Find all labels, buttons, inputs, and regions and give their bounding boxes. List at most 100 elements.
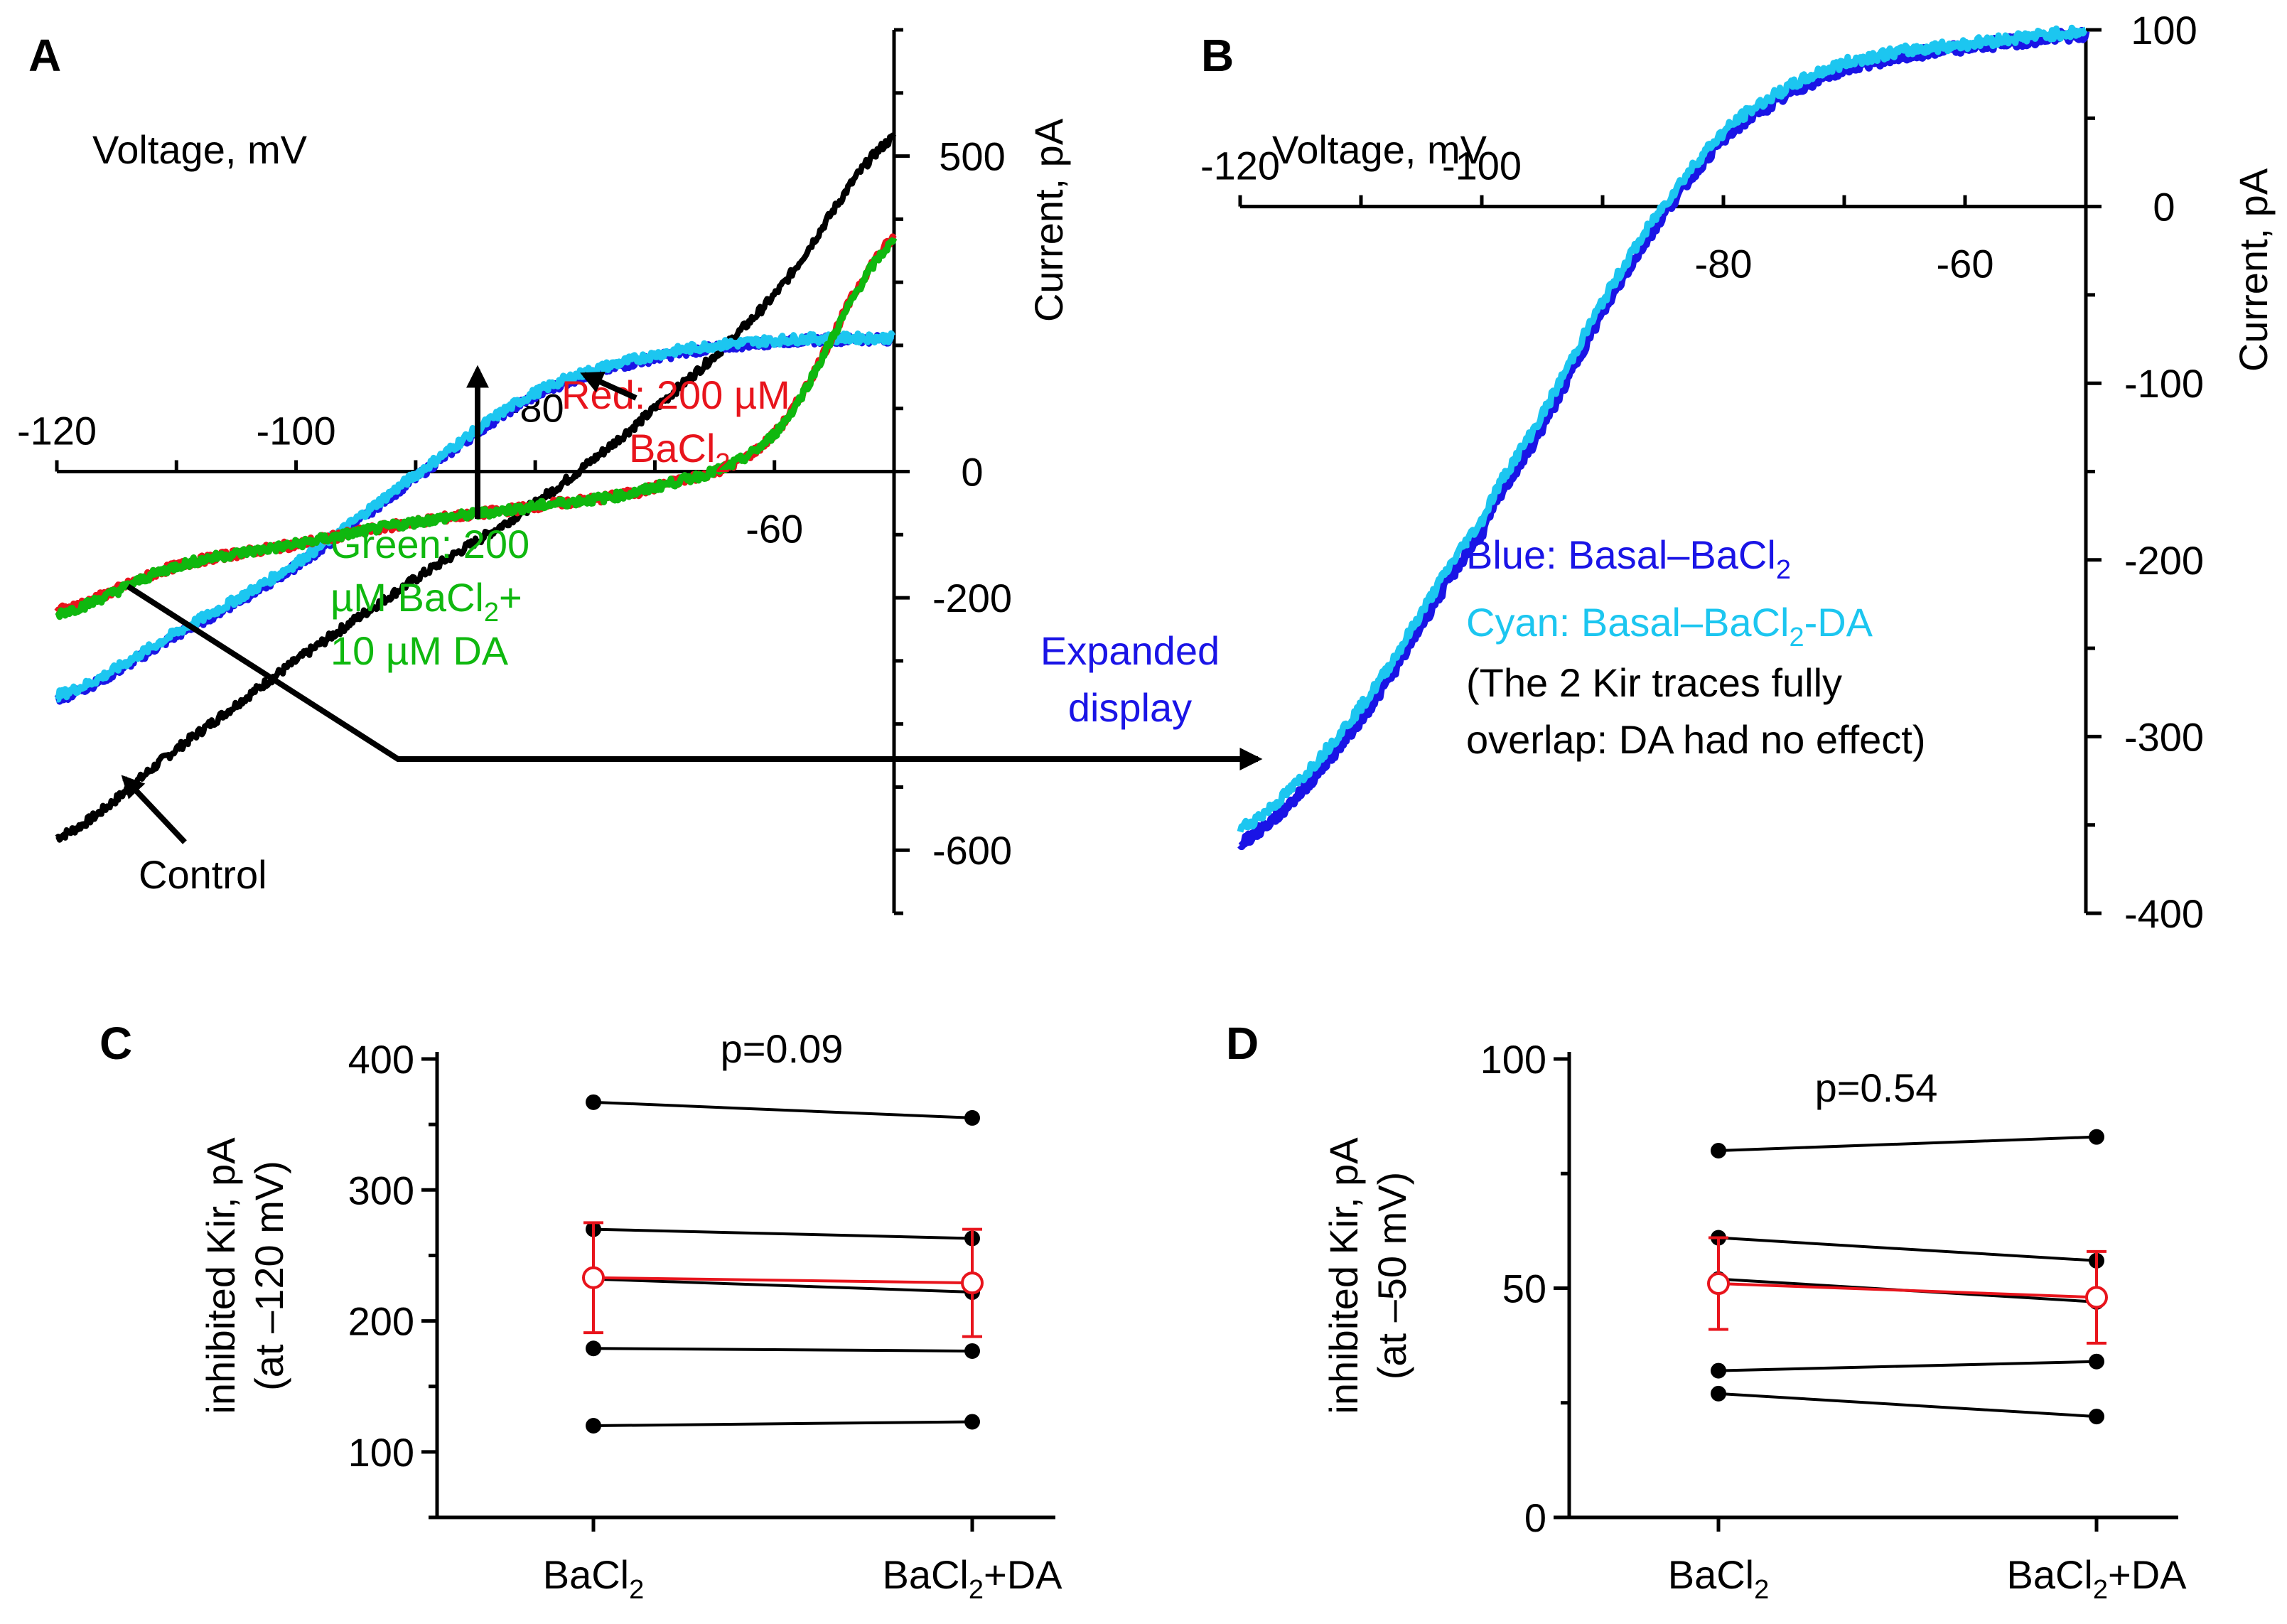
panel-a-xlabel: Voltage, mV <box>92 127 308 172</box>
red-annotation-line2: BaCl2 <box>629 426 731 478</box>
panel-d-data-point <box>2089 1353 2104 1370</box>
panel-a-y-tick-label: -600 <box>932 828 1012 873</box>
panel-c-x-tick-label: BaCl2 <box>543 1552 645 1605</box>
panel-a-ylabel: Current, pA <box>1026 118 1071 322</box>
legend-note-line1: (The 2 Kir traces fully <box>1466 660 1842 705</box>
panel-a-y-tick-label: 0 <box>961 450 983 495</box>
panel-d-y-tick-label: 50 <box>1502 1267 1546 1311</box>
panel-d-pair-line <box>1718 1392 2097 1419</box>
panel-c-y-tick-label: 200 <box>348 1299 414 1344</box>
panel-b-y-tick-label: -400 <box>2124 891 2204 936</box>
panel-d-y-tick-label: 100 <box>1480 1037 1546 1082</box>
panel-d-pair-line <box>1718 1360 2097 1372</box>
panel-c-pair-line <box>593 1277 973 1294</box>
legend-cyan-suffix: -DA <box>1804 600 1873 645</box>
panel-c-pair-line <box>593 1347 973 1353</box>
panel-b-label: B <box>1201 30 1234 81</box>
panel-c: C 100 200 300 400 BaCl2 BaCl2+DA inhibited Ki… <box>99 1018 1062 1605</box>
panel-a-x-tick-label: -60 <box>746 507 803 552</box>
panel-a-label: A <box>28 30 61 81</box>
control-annotation: Control <box>139 852 267 897</box>
panel-c-data-point <box>586 1418 601 1434</box>
panel-b-x-tick-label: -100 <box>1442 144 1522 188</box>
panel-b-ylabel: Current, pA <box>2231 168 2276 372</box>
legend-cyan-sub: 2 <box>1789 623 1804 652</box>
panel-d-pair-line <box>1718 1135 2097 1152</box>
red-annotation-bacl: BaCl <box>629 426 715 470</box>
panel-d-x-tick-label: BaCl2 <box>1668 1552 1770 1605</box>
panel-c-data-point <box>964 1343 980 1359</box>
panel-c-label: C <box>99 1018 132 1069</box>
panel-c-ylabel-line2: (at –120 mV) <box>247 1161 291 1391</box>
expanded-display-arrow <box>126 584 1263 770</box>
panel-b-y-tick-label: 100 <box>2131 8 2197 53</box>
panel-d-plot: 0 50 100 BaCl2 BaCl2+DA <box>1480 1037 2188 1605</box>
panel-c-mean-point <box>961 1271 984 1295</box>
panel-c-mean-line <box>593 1276 973 1285</box>
panel-c-pair-line <box>593 1227 973 1240</box>
red-arrow <box>580 371 637 401</box>
panel-d-data-point <box>1711 1362 1726 1379</box>
panel-d-pair-line <box>1718 1236 2097 1262</box>
panel-b-axes: -120 -100 -80 -60 100 0 -100 -200 -300 -400 <box>1200 8 2204 936</box>
panel-a-y-tick-label: 500 <box>939 134 1005 179</box>
panel-c-data-point <box>964 1109 980 1126</box>
panel-c-pair-line <box>593 1420 973 1427</box>
panel-b-y-tick-label: -300 <box>2124 714 2204 759</box>
expanded-annotation-line1: Expanded <box>1040 628 1220 673</box>
panel-c-mean-point <box>582 1266 605 1289</box>
panel-c-y-tick-label: 100 <box>348 1430 414 1475</box>
panel-b-x-tick-label: -120 <box>1200 144 1280 188</box>
panel-c-y-tick-label: 400 <box>348 1037 414 1082</box>
expanded-annotation-line2: display <box>1068 685 1192 730</box>
control-trace <box>55 132 897 843</box>
panel-a-x-tick-label: -100 <box>257 409 336 453</box>
panel-d-label: D <box>1226 1018 1259 1069</box>
panel-b-x-tick-label: -60 <box>1937 242 1994 286</box>
panel-d-mean-point <box>1707 1272 1730 1296</box>
green-annotation-sub: 2 <box>484 598 499 628</box>
panel-a-y-tick-label: -200 <box>932 576 1012 620</box>
panel-c-data-point <box>586 1340 601 1357</box>
panel-b-y-tick-label: -100 <box>2124 361 2204 406</box>
legend-blue: Blue: Basal–BaCl2 <box>1466 532 1791 585</box>
panel-c-x-tick-label: BaCl2+DA <box>882 1552 1062 1605</box>
panel-d-data-point <box>2089 1409 2104 1425</box>
panel-b-y-tick-label: -200 <box>2124 538 2204 583</box>
legend-note-line2: overlap: DA had no effect) <box>1466 717 1926 762</box>
control-arrow <box>121 775 187 844</box>
panel-b-traces <box>1237 24 2090 851</box>
panel-d-ylabel-line2: (at –50 mV) <box>1369 1172 1414 1380</box>
red-annotation-sub: 2 <box>715 448 730 478</box>
green-annotation-plus: + <box>499 575 522 620</box>
panel-d-data-point <box>1711 1385 1726 1402</box>
panel-b-y-tick-label: 0 <box>2153 185 2175 230</box>
panel-d-data-point <box>1711 1143 1726 1158</box>
panel-d-ylabel-line1: inhibited Kir, pA <box>1321 1137 1366 1414</box>
panel-c-ylabel-line1: inhibited Kir, pA <box>198 1137 243 1414</box>
panel-d-pvalue: p=0.54 <box>1815 1065 1938 1110</box>
panel-d-y-tick-label: 0 <box>1524 1495 1546 1540</box>
panel-c-data-point <box>586 1094 601 1110</box>
panel-d-mean-line <box>1718 1282 2097 1299</box>
panel-b-x-tick-label: -80 <box>1695 242 1753 286</box>
green-annotation-line2: µM BaCl2+ <box>330 575 522 628</box>
panel-c-pvalue: p=0.09 <box>721 1026 844 1071</box>
legend-cyan: Cyan: Basal–BaCl2-DA <box>1466 600 1873 652</box>
panel-d-x-tick-label: BaCl2+DA <box>2006 1552 2187 1605</box>
panel-c-data-point <box>964 1414 980 1430</box>
legend-blue-text: Blue: Basal–BaCl <box>1466 532 1776 577</box>
green-annotation-line1: Green: 200 <box>330 522 529 566</box>
panel-a-x-tick-label: -120 <box>17 409 97 453</box>
panel-d-data-point <box>2089 1129 2104 1145</box>
cyan-trace-b <box>1237 24 2088 833</box>
panel-c-plot: 100 200 300 400 BaCl2 BaCl2+DA <box>348 1037 1063 1605</box>
green-annotation-line3: 10 µM DA <box>330 628 509 673</box>
panel-d-mean-point <box>2085 1286 2108 1309</box>
panel-b-xlabel: Voltage, mV <box>1272 127 1487 172</box>
legend-cyan-text: Cyan: Basal–BaCl <box>1466 600 1789 645</box>
